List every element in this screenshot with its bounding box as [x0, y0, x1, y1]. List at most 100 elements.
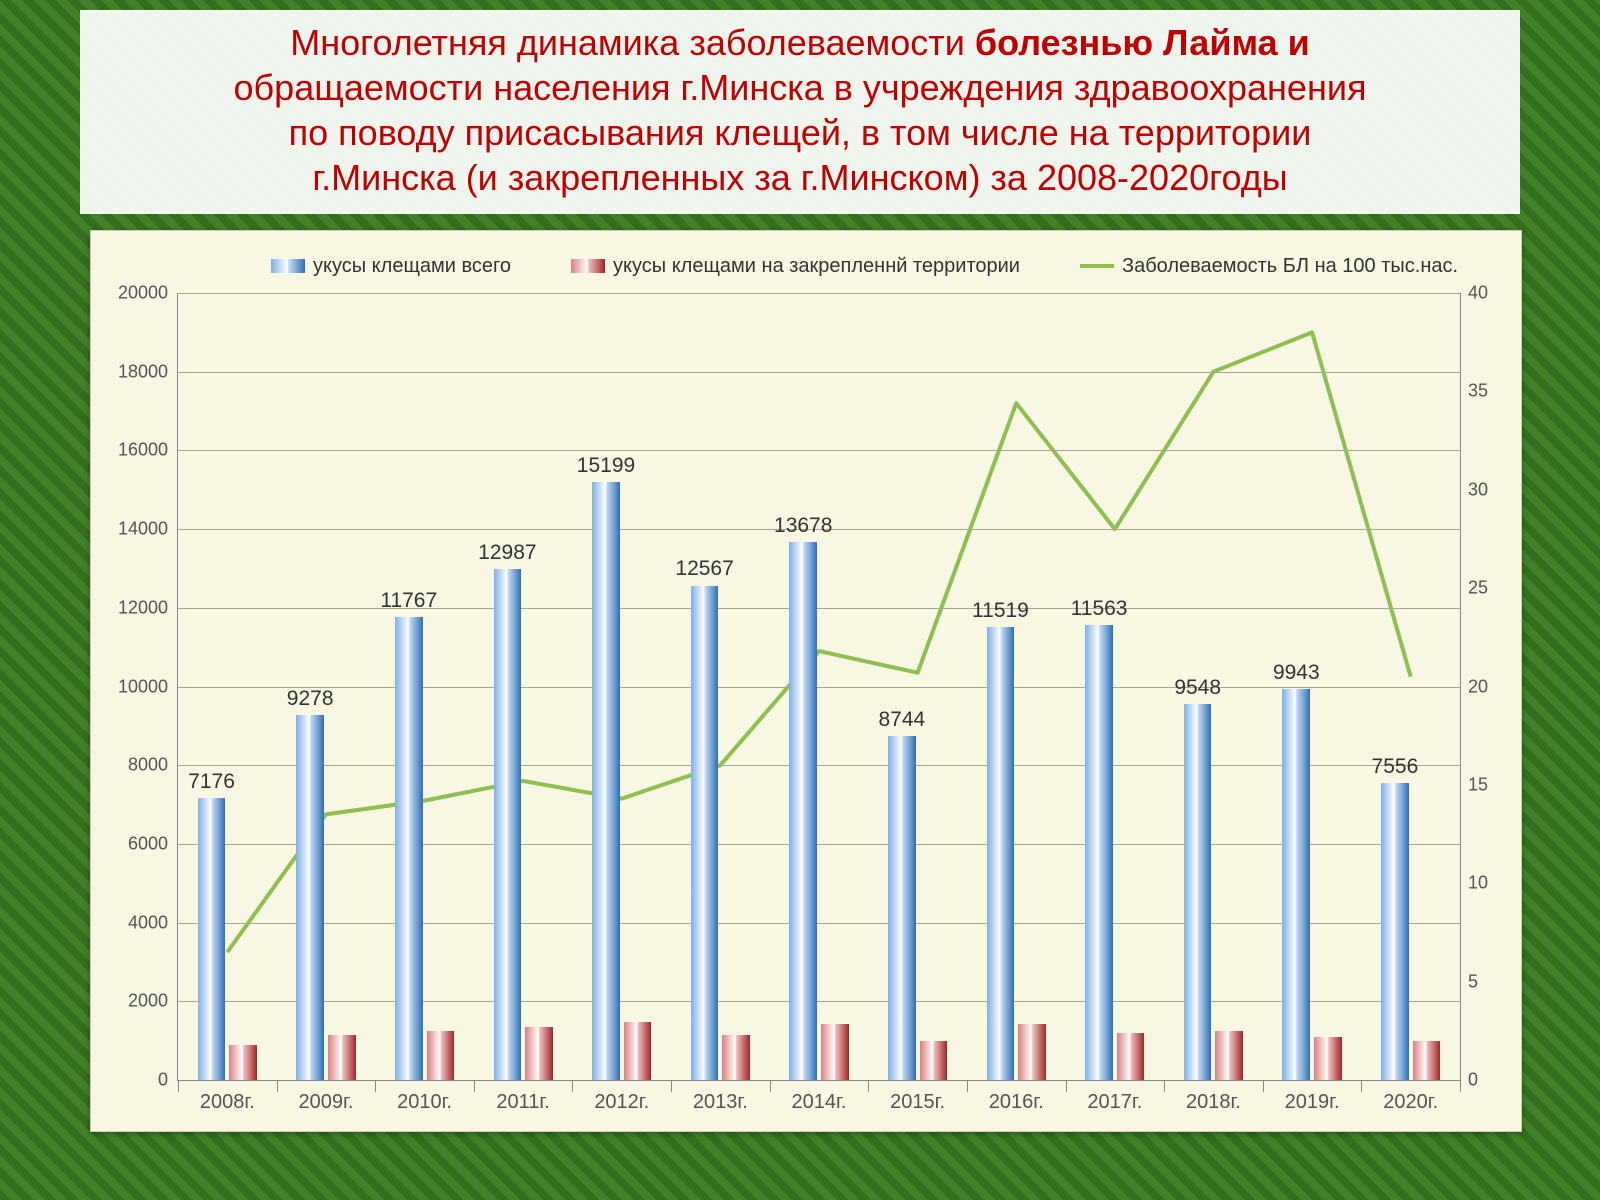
- x-tick: 2012г.: [582, 1091, 662, 1114]
- bar-total-bites: [296, 715, 324, 1080]
- x-tick: 2011г.: [483, 1091, 563, 1114]
- bar-total-bites: [1085, 625, 1113, 1080]
- y-left-tick: 8000: [108, 755, 168, 776]
- x-tick: 2020г.: [1371, 1091, 1451, 1114]
- bar-territory-bites: [722, 1035, 750, 1080]
- gridline: [178, 293, 1460, 294]
- y-left-tick: 20000: [108, 283, 168, 304]
- y-left-tick: 14000: [108, 519, 168, 540]
- bar-territory-bites: [525, 1027, 553, 1080]
- x-separator: [967, 1080, 968, 1092]
- bar-value-label: 7556: [1372, 755, 1419, 783]
- bar-total-bites: [494, 569, 522, 1080]
- y-right-tick: 35: [1468, 381, 1508, 402]
- gridline: [178, 844, 1460, 845]
- x-separator: [1361, 1080, 1362, 1092]
- x-tick: 2014г.: [779, 1091, 859, 1114]
- legend: укусы клещами всего укусы клещами на зак…: [271, 251, 1481, 281]
- bar-value-label: 11519: [972, 599, 1029, 627]
- bar-territory-bites: [427, 1031, 455, 1080]
- y-right-tick: 5: [1468, 971, 1508, 992]
- bar-territory-bites: [1117, 1033, 1145, 1080]
- y-right-tick: 25: [1468, 578, 1508, 599]
- x-separator: [474, 1080, 475, 1092]
- legend-item-red: укусы клещами на закрепленнй территории: [571, 255, 1020, 278]
- bar-value-label: 9278: [287, 687, 334, 715]
- bar-territory-bites: [920, 1041, 948, 1080]
- y-right-tick: 40: [1468, 283, 1508, 304]
- bar-value-label: 13678: [774, 514, 832, 542]
- x-tick: 2018г.: [1173, 1091, 1253, 1114]
- y-right-tick: 10: [1468, 873, 1508, 894]
- title-line-1: Многолетняя динамика заболеваемости боле…: [100, 20, 1500, 65]
- y-left-tick: 12000: [108, 597, 168, 618]
- title-line-3: по поводу присасывания клещей, в том чис…: [100, 110, 1500, 155]
- y-right-tick: 30: [1468, 479, 1508, 500]
- bar-territory-bites: [328, 1035, 356, 1080]
- x-separator: [770, 1080, 771, 1092]
- legend-label-red: укусы клещами на закрепленнй территории: [613, 255, 1020, 278]
- plot-area: 0200040006000800010000120001400016000180…: [177, 293, 1461, 1081]
- bar-value-label: 11563: [1071, 597, 1128, 625]
- x-tick: 2019г.: [1272, 1091, 1352, 1114]
- bar-total-bites: [1381, 783, 1409, 1080]
- legend-swatch-red: [571, 259, 605, 273]
- bar-value-label: 12987: [478, 541, 536, 569]
- legend-swatch-green: [1080, 264, 1114, 268]
- y-left-tick: 18000: [108, 361, 168, 382]
- x-separator: [1263, 1080, 1264, 1092]
- title-line-1-prefix: Многолетняя динамика заболеваемости: [290, 22, 975, 63]
- y-right-tick: 0: [1468, 1070, 1508, 1091]
- y-left-tick: 6000: [108, 833, 168, 854]
- title-box: Многолетняя динамика заболеваемости боле…: [80, 10, 1520, 214]
- x-separator: [671, 1080, 672, 1092]
- bar-total-bites: [987, 627, 1015, 1080]
- x-separator: [1460, 1080, 1461, 1092]
- bar-value-label: 15199: [577, 454, 635, 482]
- bar-territory-bites: [1314, 1037, 1342, 1080]
- slide: Многолетняя динамика заболеваемости боле…: [0, 0, 1600, 1200]
- y-left-tick: 4000: [108, 912, 168, 933]
- x-tick: 2013г.: [680, 1091, 760, 1114]
- y-right-tick: 20: [1468, 676, 1508, 697]
- x-separator: [277, 1080, 278, 1092]
- y-left-tick: 2000: [108, 991, 168, 1012]
- x-separator: [868, 1080, 869, 1092]
- bar-total-bites: [592, 482, 620, 1080]
- bar-territory-bites: [1018, 1024, 1046, 1080]
- x-tick: 2010г.: [385, 1091, 465, 1114]
- x-tick: 2016г.: [976, 1091, 1056, 1114]
- bar-value-label: 9548: [1174, 676, 1221, 704]
- x-tick: 2008г.: [187, 1091, 267, 1114]
- x-separator: [1164, 1080, 1165, 1092]
- gridline: [178, 1001, 1460, 1002]
- y-left-tick: 0: [108, 1070, 168, 1091]
- bar-territory-bites: [1215, 1031, 1243, 1080]
- bar-total-bites: [1282, 689, 1310, 1080]
- gridline: [178, 923, 1460, 924]
- bar-total-bites: [691, 586, 719, 1081]
- bar-value-label: 9943: [1273, 661, 1320, 689]
- x-tick: 2015г.: [878, 1091, 958, 1114]
- x-tick: 2009г.: [286, 1091, 366, 1114]
- title-line-4: г.Минска (и закрепленных за г.Минском) з…: [100, 155, 1500, 200]
- title-line-2: обращаемости населения г.Минска в учрежд…: [100, 65, 1500, 110]
- bar-value-label: 11767: [380, 589, 437, 617]
- legend-label-blue: укусы клещами всего: [313, 255, 511, 278]
- legend-item-blue: укусы клещами всего: [271, 255, 511, 278]
- legend-label-green: Заболеваемость БЛ на 100 тыс.нас.: [1122, 255, 1458, 278]
- bar-territory-bites: [1413, 1041, 1441, 1080]
- x-separator: [375, 1080, 376, 1092]
- y-left-tick: 10000: [108, 676, 168, 697]
- bar-total-bites: [888, 736, 916, 1080]
- gridline: [178, 687, 1460, 688]
- bar-value-label: 12567: [675, 557, 733, 585]
- x-separator: [1066, 1080, 1067, 1092]
- y-left-tick: 16000: [108, 440, 168, 461]
- bar-territory-bites: [624, 1022, 652, 1080]
- chart-frame: укусы клещами всего укусы клещами на зак…: [90, 230, 1522, 1132]
- bar-total-bites: [1184, 704, 1212, 1080]
- bar-territory-bites: [229, 1045, 257, 1080]
- legend-item-green: Заболеваемость БЛ на 100 тыс.нас.: [1080, 255, 1458, 278]
- bar-territory-bites: [821, 1024, 849, 1080]
